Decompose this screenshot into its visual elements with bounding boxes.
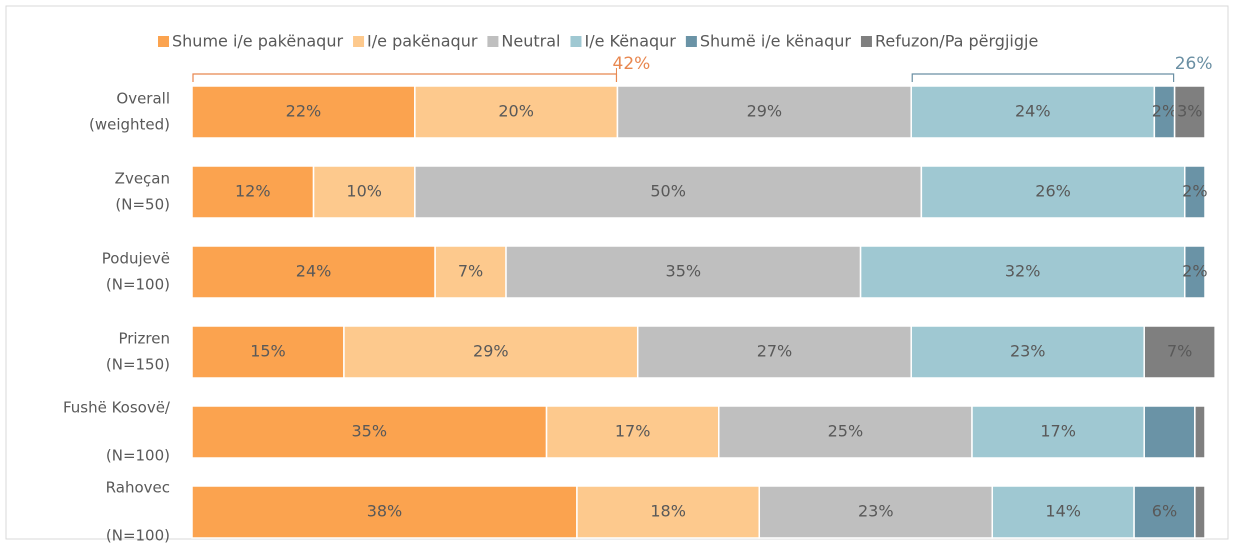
bar-segment bbox=[434, 245, 507, 299]
value-label: 32% bbox=[1005, 262, 1041, 281]
value-label: 24% bbox=[1015, 102, 1051, 121]
value-label: 10% bbox=[346, 182, 382, 201]
category-label: (N=50) bbox=[115, 196, 170, 214]
value-label: 18% bbox=[650, 502, 686, 521]
category-label: (N=100) bbox=[106, 276, 170, 294]
bar-segment bbox=[1183, 165, 1206, 219]
value-label: 50% bbox=[650, 182, 686, 201]
bar-segment bbox=[758, 485, 994, 539]
value-label: 15% bbox=[250, 342, 286, 361]
bar-segment bbox=[505, 245, 862, 299]
category-label: (N=100) bbox=[106, 527, 170, 545]
bar-segment bbox=[414, 165, 923, 219]
value-label: 29% bbox=[747, 102, 783, 121]
bar-segment bbox=[971, 405, 1145, 459]
category-label: Prizren bbox=[118, 330, 170, 348]
legend-swatch bbox=[158, 36, 169, 47]
bar-segment bbox=[1173, 85, 1206, 139]
value-label: 7% bbox=[458, 262, 483, 281]
category-label: Overall bbox=[116, 90, 170, 108]
value-label: 7% bbox=[1167, 342, 1192, 361]
value-label: 14% bbox=[1045, 502, 1081, 521]
value-label: 2% bbox=[1182, 182, 1207, 201]
value-label: 27% bbox=[757, 342, 793, 361]
bar-segment bbox=[191, 245, 436, 299]
bar-segment bbox=[414, 85, 619, 139]
value-label: 3% bbox=[1177, 102, 1202, 121]
annotation-label: 42% bbox=[613, 54, 651, 74]
bar-segment bbox=[1183, 245, 1206, 299]
value-label: 2% bbox=[1152, 102, 1177, 121]
value-label: 12% bbox=[235, 182, 271, 201]
value-label: 17% bbox=[1040, 422, 1076, 441]
value-label: 29% bbox=[473, 342, 509, 361]
category-label: Rahovec bbox=[106, 479, 170, 497]
value-label: 23% bbox=[1010, 342, 1046, 361]
legend-label: Shumë i/e kënaqur bbox=[700, 32, 852, 51]
bar-segment bbox=[910, 85, 1156, 139]
legend-swatch bbox=[570, 36, 582, 47]
category-label: Podujevë bbox=[102, 250, 170, 268]
value-label: 23% bbox=[858, 502, 894, 521]
bar-segment bbox=[1143, 325, 1216, 379]
value-label: 22% bbox=[286, 102, 322, 121]
bar-segment bbox=[191, 165, 315, 219]
legend-swatch bbox=[685, 36, 697, 47]
bar-segment bbox=[991, 485, 1135, 539]
legend-label: I/e pakënaqur bbox=[367, 32, 478, 51]
value-label: 2% bbox=[1182, 262, 1207, 281]
bar-segment bbox=[191, 485, 578, 539]
category-label: Zveçan bbox=[115, 170, 170, 188]
value-label: 38% bbox=[367, 502, 403, 521]
annotation-bracket bbox=[911, 73, 1175, 82]
value-label: 20% bbox=[498, 102, 534, 121]
bar-segment bbox=[920, 165, 1186, 219]
value-label: 35% bbox=[351, 422, 387, 441]
bar-segment bbox=[1143, 405, 1196, 459]
frame bbox=[5, 5, 1229, 540]
bar-segment bbox=[191, 85, 416, 139]
legend-label: Neutral bbox=[501, 32, 560, 51]
bar-segment bbox=[312, 165, 416, 219]
value-label: 24% bbox=[296, 262, 332, 281]
bar-segment bbox=[636, 325, 912, 379]
bar-segment bbox=[1194, 405, 1206, 459]
legend-label: I/e Kënaqur bbox=[584, 32, 676, 51]
value-label: 6% bbox=[1152, 502, 1177, 521]
legend-swatch bbox=[353, 36, 365, 47]
category-label: (weighted) bbox=[89, 116, 170, 134]
value-label: 17% bbox=[615, 422, 651, 441]
value-label: 26% bbox=[1035, 182, 1071, 201]
category-label: Fushë Kosovë/ bbox=[63, 399, 171, 417]
legend-label: Shume i/e pakënaqur bbox=[172, 32, 343, 51]
legend-swatch bbox=[487, 36, 499, 47]
legend-swatch bbox=[860, 36, 872, 47]
bar-segment bbox=[859, 245, 1186, 299]
bar-segment bbox=[1194, 485, 1206, 539]
legend-label: Refuzon/Pa përgjigje bbox=[875, 32, 1038, 51]
category-label: (N=100) bbox=[106, 447, 170, 465]
bar-segment bbox=[910, 325, 1145, 379]
annotation-label: 26% bbox=[1175, 54, 1213, 74]
value-label: 25% bbox=[828, 422, 864, 441]
category-label: (N=150) bbox=[106, 356, 170, 374]
value-label: 35% bbox=[666, 262, 702, 281]
annotation-bracket bbox=[192, 73, 618, 82]
bar-segment bbox=[1133, 485, 1196, 539]
bar-segment bbox=[545, 405, 720, 459]
